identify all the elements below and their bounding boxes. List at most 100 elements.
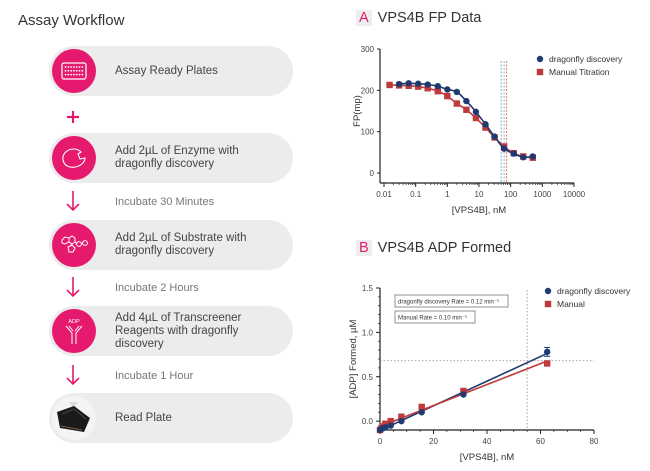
data-point <box>482 124 489 131</box>
y-tick-label: 1.5 <box>362 284 374 293</box>
data-point <box>424 81 431 88</box>
data-point <box>510 150 517 157</box>
data-point <box>418 403 425 411</box>
data-point <box>520 154 527 161</box>
data-point <box>463 106 470 113</box>
data-point <box>405 80 412 87</box>
data-point <box>460 391 467 398</box>
data-point <box>472 114 480 122</box>
data-point <box>382 420 389 427</box>
data-point <box>387 422 394 429</box>
legend-marker <box>544 300 552 308</box>
legend-label: dragonfly discovery <box>549 54 623 64</box>
x-tick-label: 80 <box>590 437 599 446</box>
panel-letter-b: B <box>356 240 372 256</box>
workflow-step-5: Read Plate <box>49 393 293 443</box>
arrow-down-icon <box>63 276 83 298</box>
data-point <box>418 409 425 416</box>
step-label: Read Plate <box>115 411 172 424</box>
chart-b-title-text: VPS4B ADP Formed <box>377 240 512 256</box>
data-point <box>460 387 467 395</box>
step-label: Add 2µL of Substrate with dragonfly disc… <box>115 232 247 257</box>
x-tick-label: 0.01 <box>376 190 392 199</box>
data-point <box>434 83 442 90</box>
y-tick-label: 1.0 <box>362 328 374 337</box>
step-label: Add 2µL of Enzyme with dragonfly discove… <box>115 145 239 170</box>
y-axis-label: [ADP] Formed, µM <box>348 319 359 398</box>
enzyme-icon <box>52 136 96 180</box>
legend-marker <box>544 287 552 295</box>
arrow-down-icon <box>63 190 83 212</box>
annotation-box <box>394 294 509 308</box>
data-point <box>444 92 451 100</box>
annotation-text: dragonfly discovery Rate = 0.12 min⁻¹ <box>398 300 499 306</box>
x-tick-label: 1 <box>445 190 450 199</box>
data-point <box>529 153 537 160</box>
data-point <box>543 360 551 367</box>
step-label: Assay Ready Plates <box>115 64 218 77</box>
incubation-label: Incubate 1 Hour <box>115 370 194 382</box>
data-point <box>500 145 508 152</box>
chart-b-title: B VPS4B ADP Formed <box>356 240 511 256</box>
x-tick-label: 0 <box>378 437 383 446</box>
legend-marker <box>536 55 544 63</box>
y-axis-label: FP(mp) <box>352 95 363 127</box>
x-tick-label: 10000 <box>563 190 586 199</box>
workflow-title: Assay Workflow <box>18 12 125 29</box>
arrow-down-icon <box>63 364 83 386</box>
panel-letter-a: A <box>356 10 372 26</box>
data-point <box>444 86 451 93</box>
data-point <box>491 133 498 140</box>
incubation-label: Incubate 30 Minutes <box>115 196 215 208</box>
legend-marker <box>536 68 544 76</box>
x-tick-label: 60 <box>536 437 545 446</box>
legend-label: Manual <box>557 299 585 309</box>
chart-a: 0 100 200 300 0.01 0.1 1 10 100 1000 10000 [VPS4B],… <box>352 45 623 216</box>
step-label: Add 4µL of Transcreener Reagents with dr… <box>115 311 242 350</box>
incubation-label: Incubate 2 Hours <box>115 282 199 294</box>
data-point <box>434 87 442 95</box>
data-point <box>395 80 403 88</box>
x-tick-label: 10 <box>475 190 484 199</box>
workflow-step-2: Add 2µL of Enzyme with dragonfly discove… <box>49 133 293 183</box>
y-tick-label: 0.0 <box>362 417 374 426</box>
microplate-icon <box>52 49 96 93</box>
y-tick-label: 300 <box>361 45 375 54</box>
data-point <box>382 424 389 431</box>
x-tick-label: 40 <box>483 437 492 446</box>
workflow-step-3: Add 2µL of Substrate with dragonfly disc… <box>49 220 293 270</box>
x-tick-label: 20 <box>429 437 438 446</box>
data-point <box>398 417 405 425</box>
fit-curve <box>399 82 533 159</box>
x-tick-label: 1000 <box>533 190 551 199</box>
x-axis-label: [VPS4B], nM <box>452 205 506 216</box>
annotation-text: Manual Rate = 0.10 min⁻¹ <box>398 316 467 322</box>
data-point <box>398 413 405 420</box>
chart-a-title: A VPS4B FP Data <box>356 10 481 26</box>
chart-a-title-text: VPS4B FP Data <box>377 10 482 26</box>
y-tick-label: 100 <box>361 128 375 137</box>
legend-label: Manual Titration <box>549 67 610 77</box>
y-tick-label: 200 <box>361 86 375 95</box>
data-point <box>424 85 431 92</box>
substrate-molecule-icon <box>52 223 96 267</box>
data-point <box>387 417 394 425</box>
plate-reader-image <box>52 396 96 440</box>
y-tick-label: 0 <box>370 169 375 178</box>
adp-icon-text: ADP <box>68 319 80 325</box>
y-tick-label: 0.5 <box>362 373 374 382</box>
x-tick-label: 0.1 <box>410 190 422 199</box>
data-point <box>543 348 551 356</box>
chart-b: 0.0 0.5 1.0 1.5 0 20 40 60 80 [VPS4B], nM [ADP] Fo… <box>348 284 631 463</box>
data-point <box>453 88 461 96</box>
plus-icon <box>63 106 83 128</box>
data-point <box>414 80 422 87</box>
data-point <box>386 81 393 89</box>
data-point <box>482 121 489 128</box>
fit-curve <box>389 84 533 159</box>
data-point <box>453 100 461 107</box>
x-tick-label: 100 <box>504 190 518 199</box>
workflow-step-1: Assay Ready Plates <box>49 46 293 96</box>
adp-antibody-icon: ADP <box>52 309 96 353</box>
legend-label: dragonfly discovery <box>557 286 631 296</box>
